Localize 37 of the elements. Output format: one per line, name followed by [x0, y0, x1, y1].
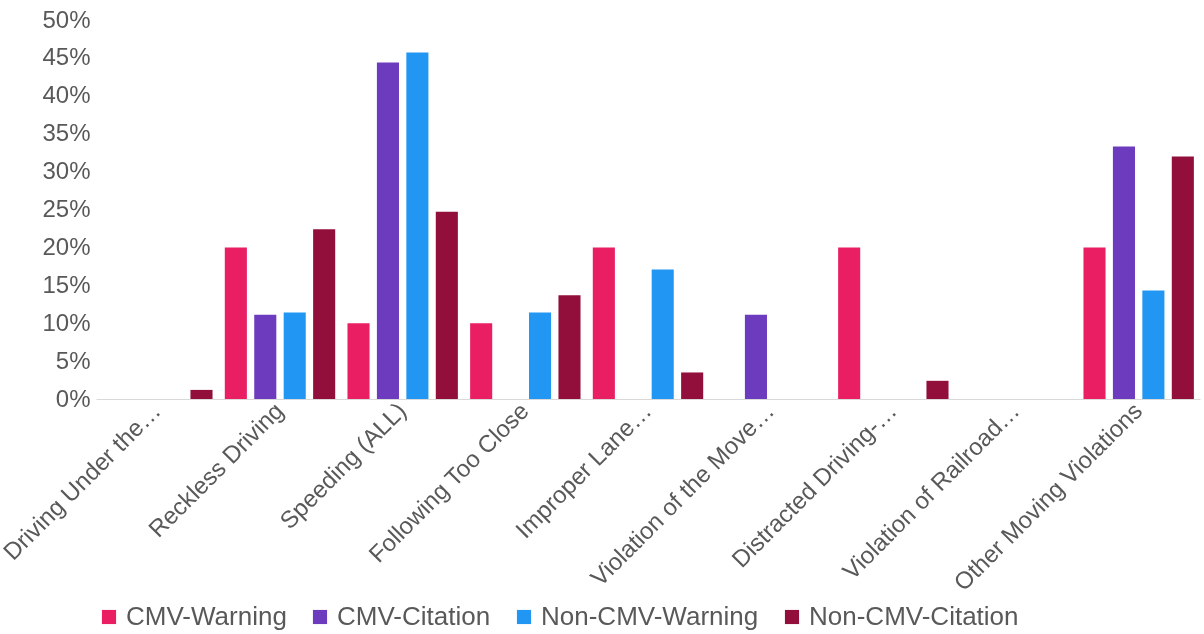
y-tick-label: 40% — [42, 81, 91, 109]
bar — [224, 247, 247, 399]
bar — [406, 52, 429, 399]
y-tick-label: 50% — [42, 5, 91, 33]
y-tick-label: 35% — [42, 119, 91, 147]
bar — [1112, 146, 1135, 399]
y-tick-label: 10% — [42, 308, 91, 336]
y-tick-label: 5% — [55, 346, 91, 374]
y-tick-label: 25% — [42, 195, 91, 222]
bar — [347, 323, 370, 399]
y-tick-label: 45% — [42, 43, 91, 71]
bar — [1171, 156, 1194, 399]
bar — [529, 312, 552, 399]
bar — [838, 247, 861, 399]
legend-label: CMV-Warning — [126, 601, 287, 631]
legend-label: CMV-Citation — [337, 601, 491, 631]
y-tick-label: 20% — [42, 232, 91, 260]
bar — [376, 62, 399, 399]
bar — [190, 389, 213, 399]
y-tick-label: 30% — [42, 157, 91, 185]
bar — [651, 269, 674, 399]
bar — [926, 380, 949, 399]
bar — [681, 372, 704, 399]
bar — [283, 312, 306, 399]
bar — [435, 211, 458, 399]
bar — [313, 229, 336, 399]
legend-label: Non-CMV-Warning — [541, 601, 759, 631]
bar — [592, 247, 615, 399]
y-tick-label: 0% — [55, 384, 91, 412]
y-tick-label: 15% — [42, 270, 91, 298]
bar — [470, 323, 493, 399]
bar — [1083, 247, 1106, 399]
legend-label: Non-CMV-Citation — [809, 601, 1019, 631]
bar — [558, 295, 581, 399]
bar — [1142, 290, 1165, 399]
bar — [744, 314, 767, 399]
bar — [254, 314, 277, 399]
